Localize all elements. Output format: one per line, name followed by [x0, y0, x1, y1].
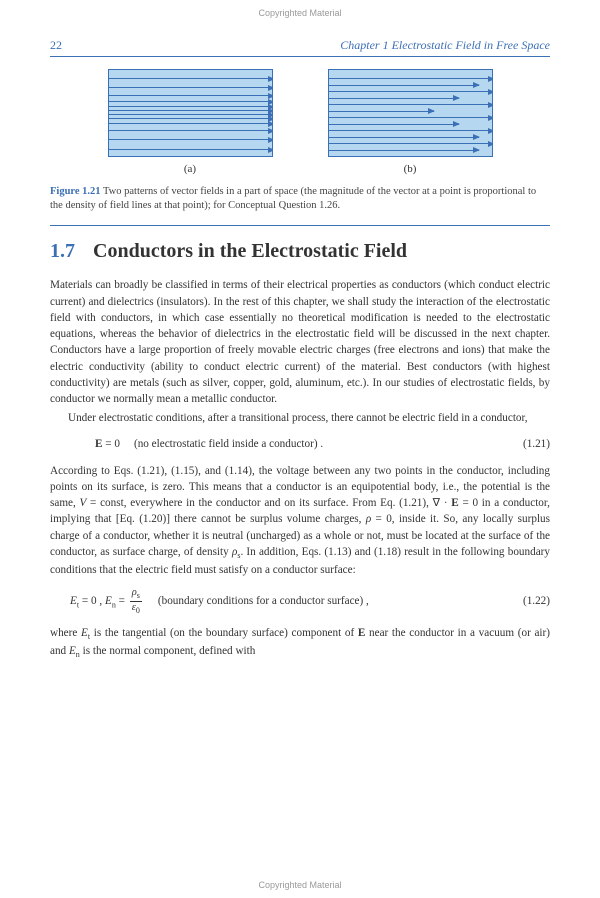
figure-caption-text: Two patterns of vector fields in a part …: [50, 186, 536, 211]
figure-row: (a) (b): [50, 69, 550, 175]
figure-label-b: (b): [328, 163, 493, 175]
eq2-num: (1.22): [523, 593, 550, 609]
figure-box-b: [328, 69, 493, 157]
page: Copyrighted Material 22 Chapter 1 Electr…: [0, 0, 600, 898]
figure-label-a: (a): [108, 163, 273, 175]
eq2-desc: (boundary conditions for a conductor sur…: [158, 593, 369, 609]
eq2-expr: Et = 0 , En = ρsε0: [70, 588, 144, 615]
copyright-bottom: Copyrighted Material: [0, 880, 600, 890]
paragraph-1: Materials can broadly be classified in t…: [50, 277, 550, 407]
page-number: 22: [50, 38, 62, 53]
figure-number: Figure 1.21: [50, 186, 101, 197]
paragraph-4: where Et is the tangential (on the bound…: [50, 625, 550, 661]
figure-panel-b: (b): [328, 69, 493, 175]
figure-caption: Figure 1.21 Two patterns of vector field…: [50, 185, 550, 213]
section-number: 1.7: [50, 240, 75, 262]
copyright-top: Copyrighted Material: [0, 8, 600, 18]
section-title: Conductors in the Electrostatic Field: [93, 240, 407, 262]
paragraph-3: According to Eqs. (1.21), (1.15), and (1…: [50, 463, 550, 578]
chapter-title: Chapter 1 Electrostatic Field in Free Sp…: [62, 38, 550, 53]
body-text: Materials can broadly be classified in t…: [50, 277, 550, 660]
eq1-expr: E = 0: [95, 436, 120, 452]
equation-1-21: E = 0 (no electrostatic field inside a c…: [50, 436, 550, 452]
figure-panel-a: (a): [108, 69, 273, 175]
header-rule: [50, 56, 550, 57]
section-rule: [50, 225, 550, 226]
eq1-num: (1.21): [523, 436, 550, 452]
figure-box-a: [108, 69, 273, 157]
eq1-desc: (no electrostatic field inside a conduct…: [134, 436, 323, 452]
paragraph-2: Under electrostatic conditions, after a …: [50, 410, 550, 426]
equation-1-22: Et = 0 , En = ρsε0 (boundary conditions …: [50, 588, 550, 615]
section-heading: 1.7 Conductors in the Electrostatic Field: [50, 240, 550, 263]
